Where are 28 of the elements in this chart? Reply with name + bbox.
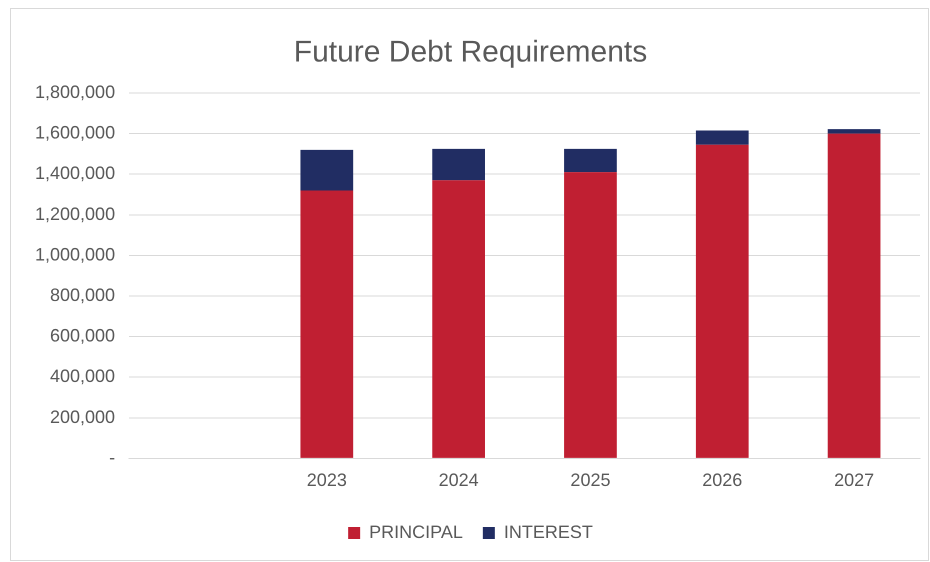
y-tick-label: 1,600,000: [35, 122, 116, 143]
y-tick-label: -: [109, 447, 116, 468]
y-tick-label: 400,000: [50, 366, 116, 386]
x-tick-label: 2027: [834, 470, 874, 490]
y-tick-label: 1,400,000: [35, 163, 116, 184]
bar: [696, 130, 749, 145]
bar: [432, 148, 485, 180]
bar: [564, 172, 617, 458]
y-tick-label: 800,000: [50, 284, 116, 305]
y-tick-label: 600,000: [50, 326, 116, 346]
x-tick-label: 2024: [438, 470, 479, 490]
bar: [300, 150, 354, 190]
y-tick-label: 1,200,000: [35, 204, 116, 224]
bar: [432, 180, 485, 458]
bar: [564, 148, 617, 172]
bar: [828, 129, 880, 134]
x-tick-label: 2026: [702, 470, 742, 490]
bar: [828, 134, 880, 458]
x-tick-label: 2023: [306, 470, 347, 490]
y-tick-label: 1,000,000: [35, 244, 116, 264]
bar: [300, 190, 354, 458]
chart-title: Future Debt Requirements: [294, 35, 648, 68]
bar: [696, 144, 749, 458]
x-tick-label: 2025: [570, 470, 610, 490]
y-tick-label: 200,000: [50, 406, 116, 427]
legend-label: INTEREST: [504, 522, 593, 542]
y-tick-label: 1,800,000: [35, 82, 116, 102]
legend-label: PRINCIPAL: [369, 522, 463, 542]
